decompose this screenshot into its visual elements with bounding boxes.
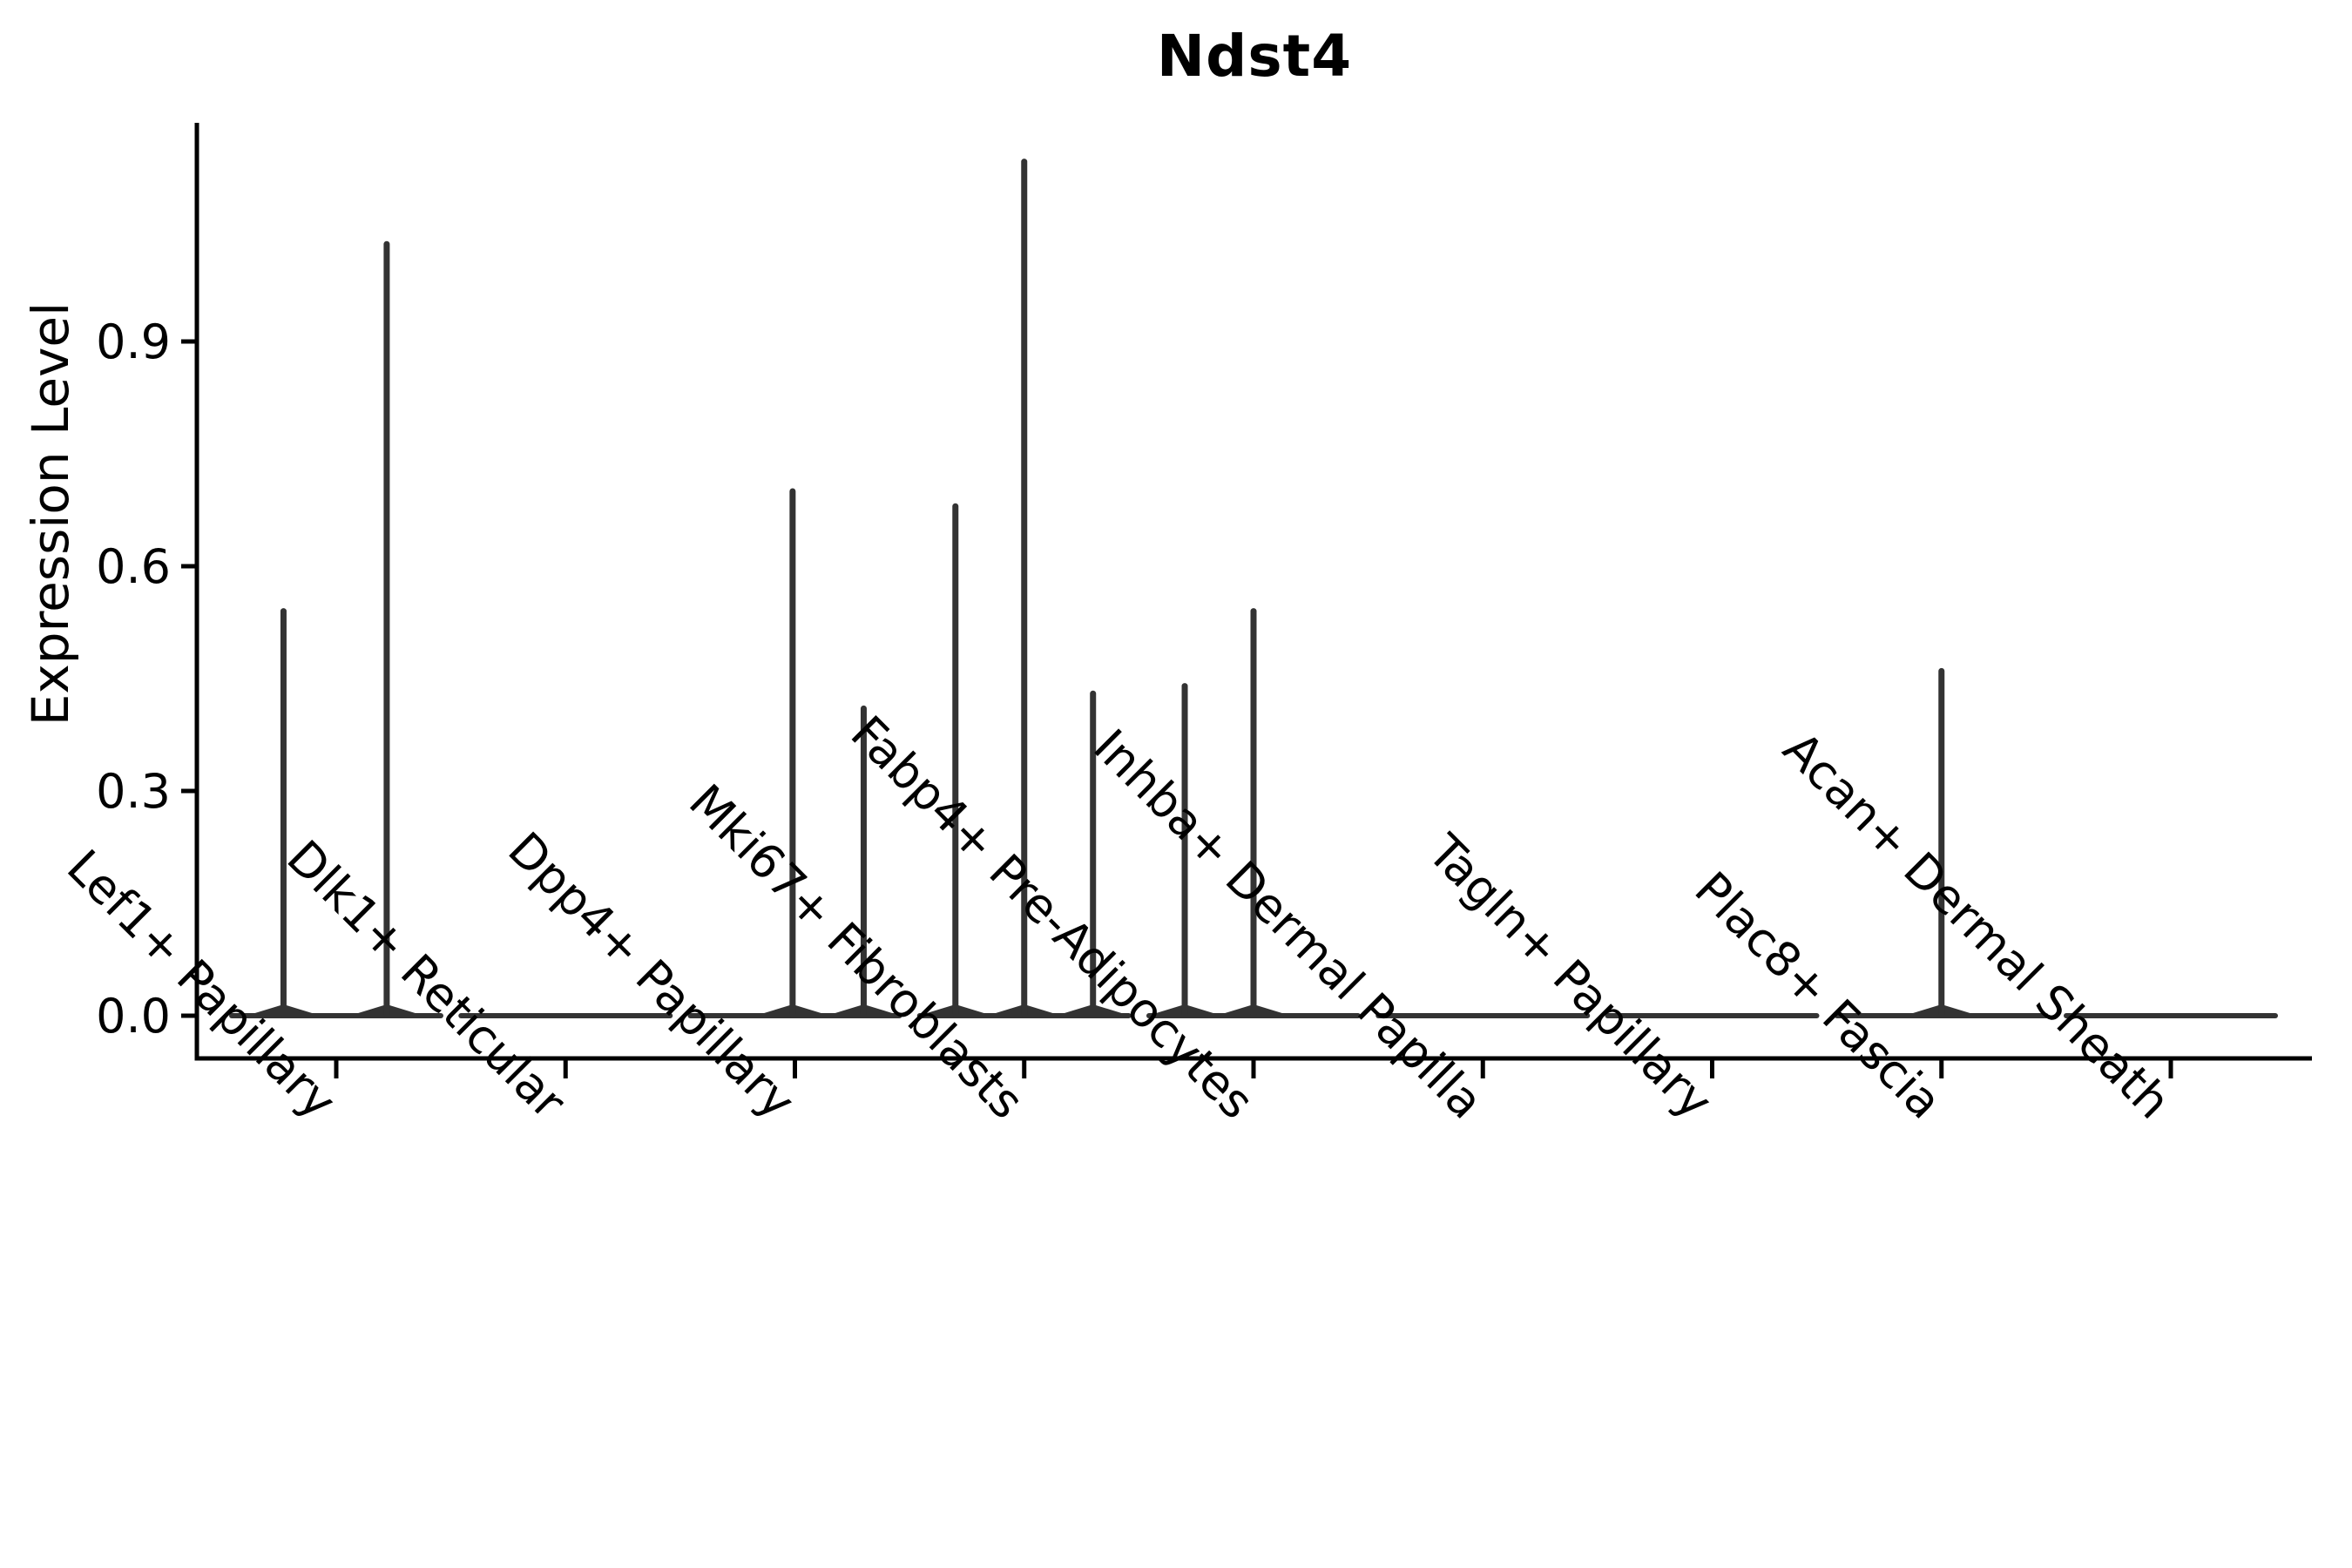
y-tick-label: 0.3 — [96, 764, 171, 819]
chart-title: Ndst4 — [1156, 23, 1353, 90]
y-tick-label: 0.9 — [96, 314, 171, 369]
y-tick-label: 0.0 — [96, 989, 171, 1044]
y-tick-label: 0.6 — [96, 539, 171, 594]
